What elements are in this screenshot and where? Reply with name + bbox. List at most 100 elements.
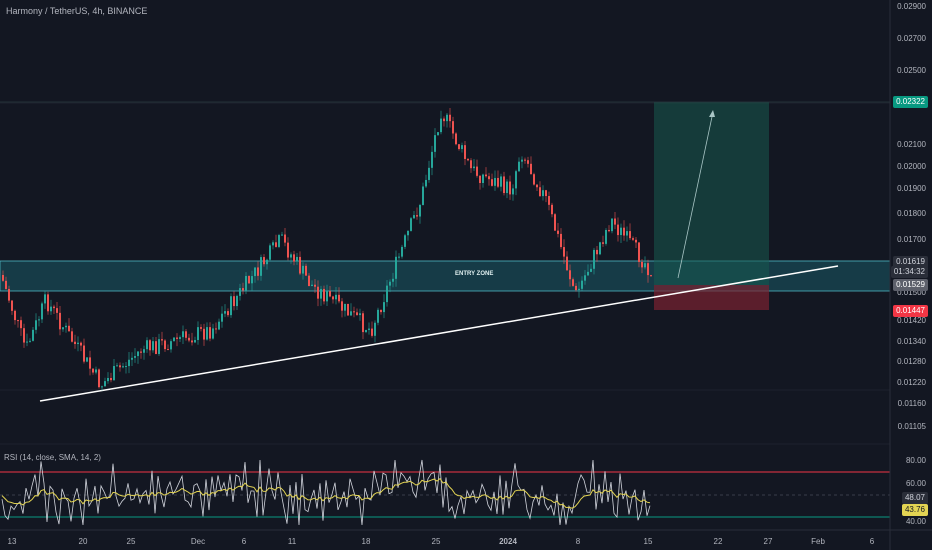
candle-body <box>179 337 181 339</box>
candle-body <box>590 268 592 272</box>
candle-body <box>215 328 217 330</box>
candle-body <box>128 359 130 367</box>
candle-body <box>605 229 607 244</box>
candle-body <box>77 342 79 345</box>
target-price-tag: 0.02322 <box>893 96 928 108</box>
rsi-axis-label: 80.00 <box>905 456 926 465</box>
candle-body <box>299 256 301 274</box>
candle-body <box>197 327 199 341</box>
candle-body <box>593 249 595 269</box>
candle-body <box>458 144 460 150</box>
price-label: 0.02900 <box>897 2 926 11</box>
candle-body <box>188 337 190 341</box>
candle-body <box>284 234 286 243</box>
price-label: 0.01220 <box>897 378 926 387</box>
candle-body <box>104 381 106 387</box>
candle-body <box>398 256 400 258</box>
candle-body <box>449 114 451 122</box>
candle-body <box>428 167 430 180</box>
candle-body <box>14 310 16 321</box>
candle-body <box>383 302 385 313</box>
candle-body <box>53 306 55 309</box>
candle-body <box>308 275 310 287</box>
candle-body <box>71 331 73 342</box>
candle-body <box>596 249 598 255</box>
candle-body <box>290 254 292 258</box>
price-label: 0.01280 <box>897 357 926 366</box>
candle-body <box>29 340 31 342</box>
candle-body <box>173 337 175 342</box>
candle-body <box>266 259 268 265</box>
candle-body <box>209 327 211 339</box>
candle-body <box>356 312 358 316</box>
candle-body <box>515 171 517 189</box>
candle-body <box>581 280 583 289</box>
candle-body <box>329 291 331 297</box>
candle-body <box>182 331 184 338</box>
candle-body <box>149 340 151 351</box>
candle-body <box>23 328 25 343</box>
price-label: 0.01500 <box>897 288 926 297</box>
candle-body <box>341 301 343 311</box>
price-label: 0.01900 <box>897 184 926 193</box>
candle-body <box>479 175 481 184</box>
candle-body <box>35 320 37 330</box>
candle-body <box>422 186 424 205</box>
rsi-indicator-label: RSI (14, close, SMA, 14, 2) <box>4 453 101 462</box>
candle-body <box>404 235 406 247</box>
candle-body <box>320 288 322 299</box>
candle-body <box>623 227 625 236</box>
candle-body <box>512 188 514 195</box>
candle-body <box>281 234 283 236</box>
candle-body <box>269 245 271 260</box>
candle-body <box>368 328 370 330</box>
candle-body <box>377 309 379 323</box>
candle-body <box>311 284 313 287</box>
candle-body <box>242 288 244 291</box>
candle-body <box>245 276 247 291</box>
candle-body <box>185 331 187 338</box>
candle-body <box>332 296 334 300</box>
candle-body <box>353 311 355 313</box>
candle-body <box>62 327 64 330</box>
time-label: 20 <box>78 537 88 546</box>
candle-body <box>494 177 496 186</box>
candle-body <box>551 204 553 215</box>
candle-body <box>317 286 319 299</box>
candle-body <box>38 319 40 321</box>
rsi-line <box>1 459 651 526</box>
rsi-sma-line <box>1 477 651 509</box>
candle-body <box>50 306 52 312</box>
candle-body <box>608 229 610 232</box>
candle-body <box>194 340 196 343</box>
candle-body <box>254 267 256 277</box>
candle-body <box>272 242 274 246</box>
candle-body <box>362 313 364 333</box>
candle-body <box>233 296 235 307</box>
candle-body <box>491 179 493 186</box>
candle-body <box>473 166 475 169</box>
candle-body <box>95 369 97 373</box>
candle-body <box>542 190 544 197</box>
candle-body <box>314 284 316 287</box>
candle-body <box>389 281 391 286</box>
candle-body <box>518 161 520 172</box>
candle-body <box>68 325 70 332</box>
candle-body <box>140 351 142 353</box>
candle-body <box>59 312 61 330</box>
candle-body <box>647 263 649 276</box>
candle-body <box>617 224 619 236</box>
candle-body <box>611 218 613 232</box>
candle-body <box>575 285 577 291</box>
candle-body <box>302 265 304 274</box>
candle-body <box>554 214 556 231</box>
candle-body <box>380 309 382 313</box>
candle-body <box>65 325 67 328</box>
candle-body <box>416 215 418 217</box>
candle-body <box>566 256 568 271</box>
rsi-value-tag: 48.07 <box>901 492 928 504</box>
candle-body <box>17 320 19 322</box>
candle-body <box>530 163 532 175</box>
candlesticks <box>2 107 652 391</box>
